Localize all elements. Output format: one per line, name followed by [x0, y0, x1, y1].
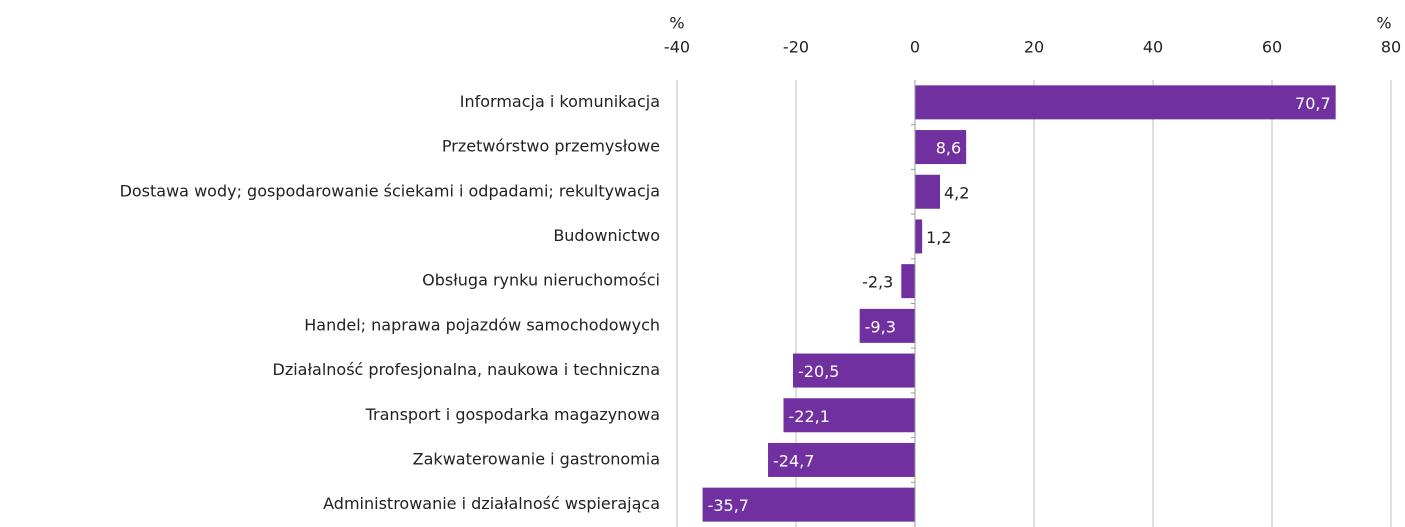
category-label: Informacja i komunikacja: [460, 92, 660, 111]
x-tick-label: 40: [1143, 38, 1163, 57]
value-label: -2,3: [862, 273, 893, 292]
x-unit-label: %: [1376, 14, 1391, 33]
value-label: 4,2: [944, 183, 969, 202]
value-label: 8,6: [936, 139, 961, 158]
category-label: Dostawa wody; gospodarowanie ściekami i …: [120, 181, 660, 200]
category-label: Przetwórstwo przemysłowe: [442, 137, 660, 156]
category-label: Zakwaterowanie i gastronomia: [413, 449, 660, 468]
x-unit-label: %: [669, 14, 684, 33]
value-label: 70,7: [1295, 94, 1331, 113]
x-tick-label: 80: [1381, 38, 1401, 57]
bar: [915, 130, 967, 165]
bar: [783, 398, 915, 433]
category-label: Działalność profesjonalna, naukowa i tec…: [273, 360, 661, 379]
value-label: -24,7: [773, 451, 814, 470]
x-tick-label: -20: [783, 38, 809, 57]
bar: [915, 85, 1336, 120]
value-label: -9,3: [865, 317, 896, 336]
category-label: Handel; naprawa pojazdów samochodowych: [304, 315, 660, 334]
category-label: Transport i gospodarka magazynowa: [365, 405, 660, 424]
category-label: Administrowanie i działalność wspierając…: [323, 494, 660, 513]
x-tick-label: 0: [910, 38, 920, 57]
value-label: 1,2: [926, 228, 951, 247]
category-label: Obsługa rynku nieruchomości: [422, 271, 660, 290]
x-tick-label: -40: [664, 38, 690, 57]
value-label: -22,1: [789, 407, 830, 426]
x-tick-label: 60: [1262, 38, 1282, 57]
bar: [915, 174, 940, 209]
bar: [901, 264, 915, 299]
bar: [768, 442, 915, 477]
x-tick-label: 20: [1024, 38, 1044, 57]
category-label: Budownictwo: [553, 226, 660, 245]
value-label: -20,5: [798, 362, 839, 381]
value-label: -35,7: [708, 496, 749, 515]
bar: [793, 353, 915, 388]
bar: [915, 219, 923, 254]
bar: [859, 308, 915, 343]
bar: [702, 487, 915, 522]
